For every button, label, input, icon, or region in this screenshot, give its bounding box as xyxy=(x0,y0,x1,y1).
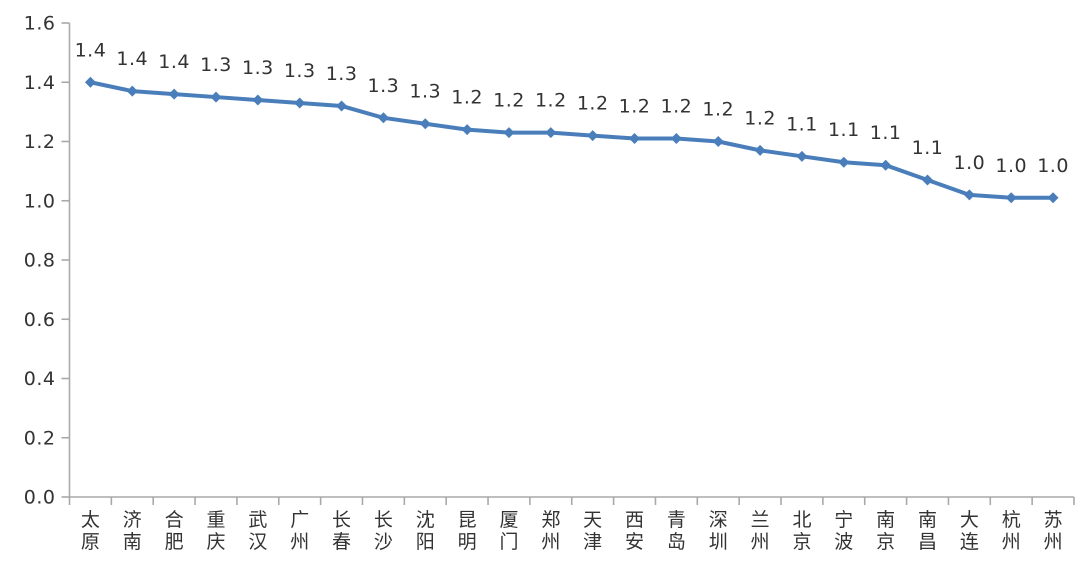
data-label: 1.2 xyxy=(702,99,734,121)
x-axis-label: 厦门 xyxy=(499,509,518,553)
data-point-marker xyxy=(670,133,682,145)
data-point-marker xyxy=(1047,192,1059,204)
data-label: 1.2 xyxy=(619,96,651,118)
data-label: 1.3 xyxy=(409,81,441,103)
data-point-marker xyxy=(1005,192,1017,204)
x-axis-label: 武汉 xyxy=(248,509,267,553)
x-axis-label: 合肥 xyxy=(165,509,184,553)
data-point-marker xyxy=(210,91,222,103)
y-tick-label: 0.4 xyxy=(24,368,56,390)
y-tick-label: 0.2 xyxy=(24,427,56,449)
data-label: 1.1 xyxy=(828,119,860,141)
data-label: 1.4 xyxy=(75,39,107,61)
y-tick-label: 1.6 xyxy=(24,13,56,35)
x-axis-label: 长春 xyxy=(332,509,351,553)
x-axis-label: 苏州 xyxy=(1044,509,1063,553)
series-line xyxy=(88,80,1056,200)
data-label: 1.4 xyxy=(158,51,190,73)
data-point-marker xyxy=(294,97,306,109)
x-axis-label: 杭州 xyxy=(1002,509,1021,553)
x-axis-label: 昆明 xyxy=(458,509,477,553)
y-tick-label: 1.4 xyxy=(24,72,56,94)
data-point-marker xyxy=(629,133,641,145)
x-axis-label: 宁波 xyxy=(834,509,853,553)
data-label: 1.2 xyxy=(535,90,567,112)
data-point-marker xyxy=(796,150,808,162)
data-point-marker xyxy=(712,136,724,147)
data-point-marker xyxy=(587,130,599,142)
data-label: 1.1 xyxy=(786,113,818,135)
y-tick-label: 0.0 xyxy=(24,487,56,509)
data-label: 1.3 xyxy=(242,57,274,79)
data-label: 1.4 xyxy=(116,48,148,70)
y-tick-label: 1.0 xyxy=(24,190,56,212)
data-point-marker xyxy=(503,127,515,139)
x-axis-label: 济南 xyxy=(123,509,142,553)
x-axis-label: 广州 xyxy=(290,509,309,553)
y-tick-label: 0.8 xyxy=(24,250,56,272)
data-label: 1.2 xyxy=(493,90,525,112)
data-label: 1.3 xyxy=(326,63,358,85)
data-point-marker xyxy=(461,124,473,136)
data-label: 1.3 xyxy=(200,54,232,76)
data-point-marker xyxy=(168,88,180,100)
data-point-marker xyxy=(838,156,850,168)
data-label: 1.1 xyxy=(870,122,902,144)
x-axis-label: 郑州 xyxy=(541,509,560,553)
x-axis-label: 南昌 xyxy=(918,509,937,553)
data-label: 1.2 xyxy=(744,107,776,129)
data-label: 1.1 xyxy=(912,137,944,159)
data-point-marker xyxy=(126,85,138,97)
data-point-marker xyxy=(84,76,96,88)
y-tick-label: 1.2 xyxy=(24,131,56,153)
data-point-marker xyxy=(922,174,934,186)
data-label: 1.0 xyxy=(954,152,986,174)
x-axis-label: 长沙 xyxy=(374,509,393,553)
data-point-marker xyxy=(754,144,766,156)
x-axis-label: 重庆 xyxy=(206,509,225,553)
data-label: 1.3 xyxy=(284,60,316,82)
x-axis-label: 南京 xyxy=(876,509,895,553)
x-axis-label: 青岛 xyxy=(667,509,686,553)
x-axis-label: 太原 xyxy=(81,509,100,553)
x-axis-label: 深圳 xyxy=(709,509,728,553)
data-point-marker xyxy=(545,127,557,139)
data-label: 1.0 xyxy=(995,155,1027,177)
data-label: 1.2 xyxy=(577,93,609,115)
data-point-marker xyxy=(963,189,975,201)
data-label: 1.2 xyxy=(451,87,483,109)
x-axis-label: 北京 xyxy=(792,509,811,553)
data-label: 1.3 xyxy=(368,75,400,97)
y-tick-label: 0.6 xyxy=(24,309,56,331)
data-label: 1.2 xyxy=(661,96,693,118)
x-axis-label: 天津 xyxy=(583,509,602,553)
x-axis-label: 兰州 xyxy=(751,509,770,553)
data-point-marker xyxy=(880,159,892,171)
x-axis-label: 沈阳 xyxy=(416,509,435,553)
data-point-marker xyxy=(419,118,431,130)
x-axis-label: 大连 xyxy=(960,509,979,553)
x-axis-label: 西安 xyxy=(625,509,644,553)
data-point-marker xyxy=(377,112,389,124)
data-point-marker xyxy=(252,94,264,106)
data-point-marker xyxy=(336,100,348,112)
data-label: 1.0 xyxy=(1037,155,1069,177)
